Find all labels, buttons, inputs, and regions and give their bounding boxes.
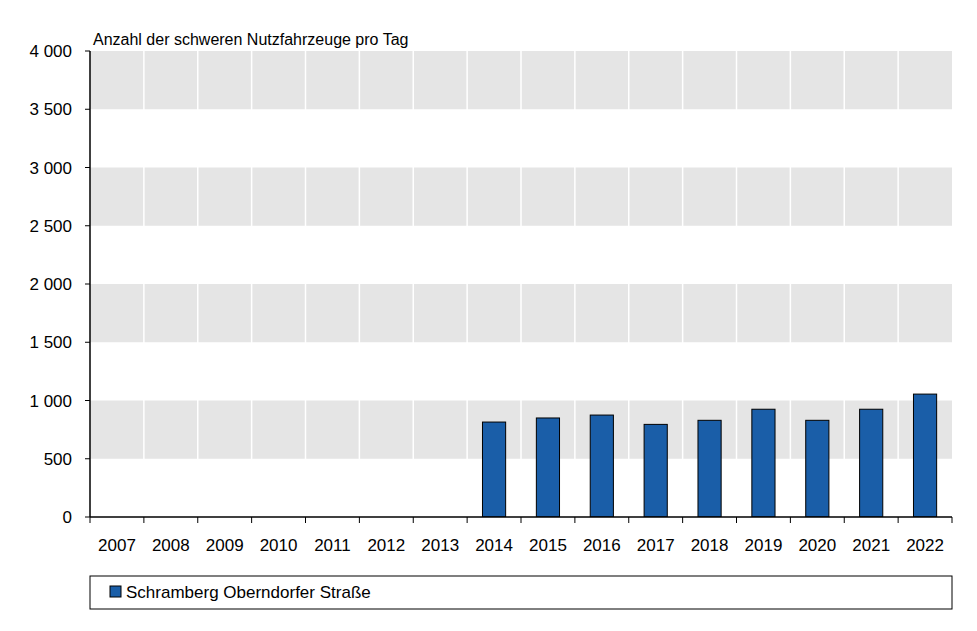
y-tick-label: 2 000 [29, 275, 72, 294]
x-tick-label: 2019 [745, 536, 783, 555]
x-tick [197, 517, 198, 523]
bar [913, 394, 936, 517]
bar [644, 424, 667, 517]
grid-line-vertical [574, 51, 576, 517]
x-tick-label: 2009 [206, 536, 244, 555]
x-tick-label: 2010 [260, 536, 298, 555]
x-tick [467, 517, 468, 523]
y-tick-label: 3 500 [29, 100, 72, 119]
legend-label: Schramberg Oberndorfer Straße [126, 583, 371, 602]
bar [806, 420, 829, 517]
grid-line-vertical [305, 51, 307, 517]
x-tick [682, 517, 683, 523]
legend-box [90, 576, 952, 609]
x-tick [898, 517, 899, 523]
bar [698, 420, 721, 517]
x-tick-label: 2022 [906, 536, 944, 555]
y-axis [89, 51, 91, 517]
x-tick [521, 517, 522, 523]
x-tick-label: 2013 [421, 536, 459, 555]
bars [482, 394, 936, 517]
x-tick [736, 517, 737, 523]
grid-line-vertical [628, 51, 630, 517]
x-tick [413, 517, 414, 523]
y-tick-label: 2 500 [29, 217, 72, 236]
x-tick-label: 2016 [583, 536, 621, 555]
x-tick [790, 517, 791, 523]
x-tick-label: 2018 [691, 536, 729, 555]
y-tick-label: 3 000 [29, 159, 72, 178]
x-tick [844, 517, 845, 523]
x-tick-label: 2012 [367, 536, 405, 555]
bar [590, 415, 613, 517]
x-tick [305, 517, 306, 523]
x-tick [628, 517, 629, 523]
x-tick-label: 2014 [475, 536, 513, 555]
y-tick-label: 4 000 [29, 42, 72, 61]
bar [482, 422, 505, 517]
grid-line-vertical [143, 51, 145, 517]
x-tick [952, 517, 953, 523]
x-tick [251, 517, 252, 523]
x-tick-label: 2008 [152, 536, 190, 555]
grid-line-vertical [736, 51, 738, 517]
grid-line-vertical [844, 51, 846, 517]
grid-line-vertical [897, 51, 899, 517]
x-tick [359, 517, 360, 523]
bar [860, 409, 883, 517]
grid-line-vertical [359, 51, 361, 517]
grid-line-vertical [251, 51, 253, 517]
grid-line-vertical [413, 51, 415, 517]
bar [752, 409, 775, 517]
x-tick [90, 517, 91, 523]
grid-line-vertical [466, 51, 468, 517]
y-tick-label: 1 500 [29, 333, 72, 352]
x-tick-label: 2017 [637, 536, 675, 555]
legend-swatch [110, 586, 121, 597]
chart: 0 500 1 000 1 500 2 000 2 500 3 000 3 500 4 000 A… [0, 0, 977, 631]
x-tick-label: 2007 [98, 536, 136, 555]
title: Anzahl der schweren Nutzfahrzeuge pro Ta… [93, 31, 408, 48]
bar [536, 418, 559, 517]
x-tick-label: 2021 [852, 536, 890, 555]
x-tick-label: 2020 [798, 536, 836, 555]
grid-line-vertical [790, 51, 792, 517]
y-tick-label: 500 [44, 450, 72, 469]
x-tick-label: 2015 [529, 536, 567, 555]
grid-line-vertical [520, 51, 522, 517]
x-tick [574, 517, 575, 523]
y-tick-label: 1 000 [29, 392, 72, 411]
grid-line-vertical [197, 51, 199, 517]
y-tick-label: 0 [63, 508, 72, 527]
x-tick-label: 2011 [314, 536, 351, 555]
x-tick [143, 517, 144, 523]
grid-line-vertical [682, 51, 684, 517]
